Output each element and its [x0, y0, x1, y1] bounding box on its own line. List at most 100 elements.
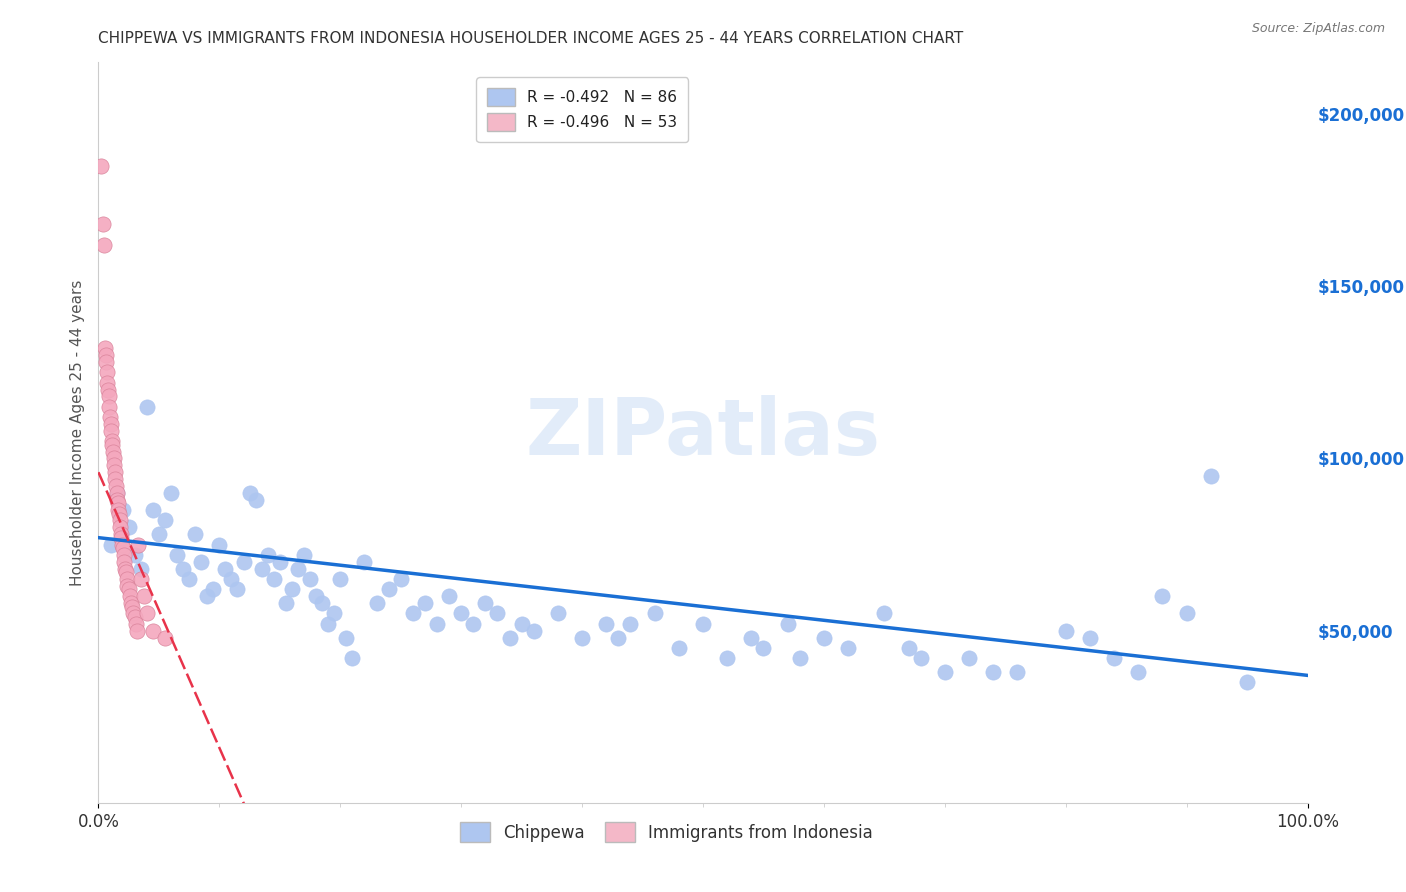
Point	[107, 503, 129, 517]
Point	[571, 631, 593, 645]
Point	[299, 572, 322, 586]
Point	[486, 607, 509, 621]
Point	[103, 451, 125, 466]
Point	[135, 400, 157, 414]
Point	[105, 492, 128, 507]
Point	[981, 665, 1004, 679]
Point	[263, 572, 285, 586]
Point	[716, 651, 738, 665]
Point	[105, 486, 128, 500]
Point	[329, 572, 352, 586]
Point	[91, 217, 114, 231]
Point	[274, 596, 297, 610]
Point	[389, 572, 412, 586]
Point	[108, 507, 131, 521]
Point	[94, 348, 117, 362]
Point	[111, 537, 134, 551]
Point	[1152, 589, 1174, 603]
Point	[1007, 665, 1029, 679]
Point	[668, 640, 690, 655]
Point	[103, 458, 125, 473]
Point	[1102, 651, 1125, 665]
Point	[837, 640, 859, 655]
Text: Source: ZipAtlas.com: Source: ZipAtlas.com	[1251, 22, 1385, 36]
Point	[873, 607, 896, 621]
Point	[129, 572, 152, 586]
Point	[100, 424, 122, 438]
Point	[96, 365, 118, 379]
Point	[250, 561, 273, 575]
Point	[122, 607, 145, 621]
Point	[101, 444, 124, 458]
Point	[124, 610, 146, 624]
Point	[166, 548, 188, 562]
Point	[1054, 624, 1077, 638]
Point	[134, 589, 156, 603]
Point	[108, 513, 131, 527]
Point	[96, 376, 118, 390]
Point	[450, 607, 472, 621]
Point	[101, 438, 124, 452]
Point	[245, 492, 267, 507]
Point	[118, 520, 141, 534]
Point	[463, 616, 485, 631]
Point	[498, 631, 520, 645]
Point	[342, 651, 364, 665]
Point	[1199, 468, 1222, 483]
Point	[127, 624, 149, 638]
Point	[107, 496, 129, 510]
Point	[172, 561, 194, 575]
Point	[160, 486, 183, 500]
Point	[692, 616, 714, 631]
Point	[426, 616, 449, 631]
Point	[377, 582, 399, 597]
Point	[112, 555, 135, 569]
Text: CHIPPEWA VS IMMIGRANTS FROM INDONESIA HOUSEHOLDER INCOME AGES 25 - 44 YEARS CORR: CHIPPEWA VS IMMIGRANTS FROM INDONESIA HO…	[98, 31, 963, 46]
Point	[957, 651, 980, 665]
Point	[100, 434, 122, 449]
Point	[335, 631, 357, 645]
Point	[148, 527, 170, 541]
Point	[269, 555, 291, 569]
Point	[96, 355, 118, 369]
Point	[110, 531, 132, 545]
Point	[232, 555, 254, 569]
Point	[239, 486, 262, 500]
Point	[118, 582, 141, 597]
Point	[897, 640, 920, 655]
Point	[90, 159, 112, 173]
Point	[202, 582, 225, 597]
Point	[115, 572, 138, 586]
Point	[111, 503, 134, 517]
Point	[190, 555, 212, 569]
Point	[644, 607, 666, 621]
Point	[305, 589, 328, 603]
Point	[153, 631, 176, 645]
Point	[740, 631, 762, 645]
Point	[752, 640, 775, 655]
Point	[1236, 675, 1258, 690]
Point	[124, 548, 146, 562]
Point	[125, 616, 148, 631]
Point	[402, 607, 425, 621]
Point	[153, 513, 176, 527]
Point	[195, 589, 218, 603]
Point	[104, 465, 127, 479]
Point	[115, 565, 138, 579]
Point	[1078, 631, 1101, 645]
Point	[105, 486, 128, 500]
Point	[208, 537, 231, 551]
Point	[93, 238, 115, 252]
Point	[142, 503, 165, 517]
Point	[510, 616, 533, 631]
Point	[98, 400, 121, 414]
Point	[98, 410, 121, 425]
Point	[1175, 607, 1198, 621]
Point	[127, 537, 149, 551]
Point	[108, 520, 131, 534]
Point	[94, 341, 117, 355]
Point	[311, 596, 333, 610]
Point	[619, 616, 641, 631]
Point	[97, 389, 120, 403]
Point	[179, 572, 201, 586]
